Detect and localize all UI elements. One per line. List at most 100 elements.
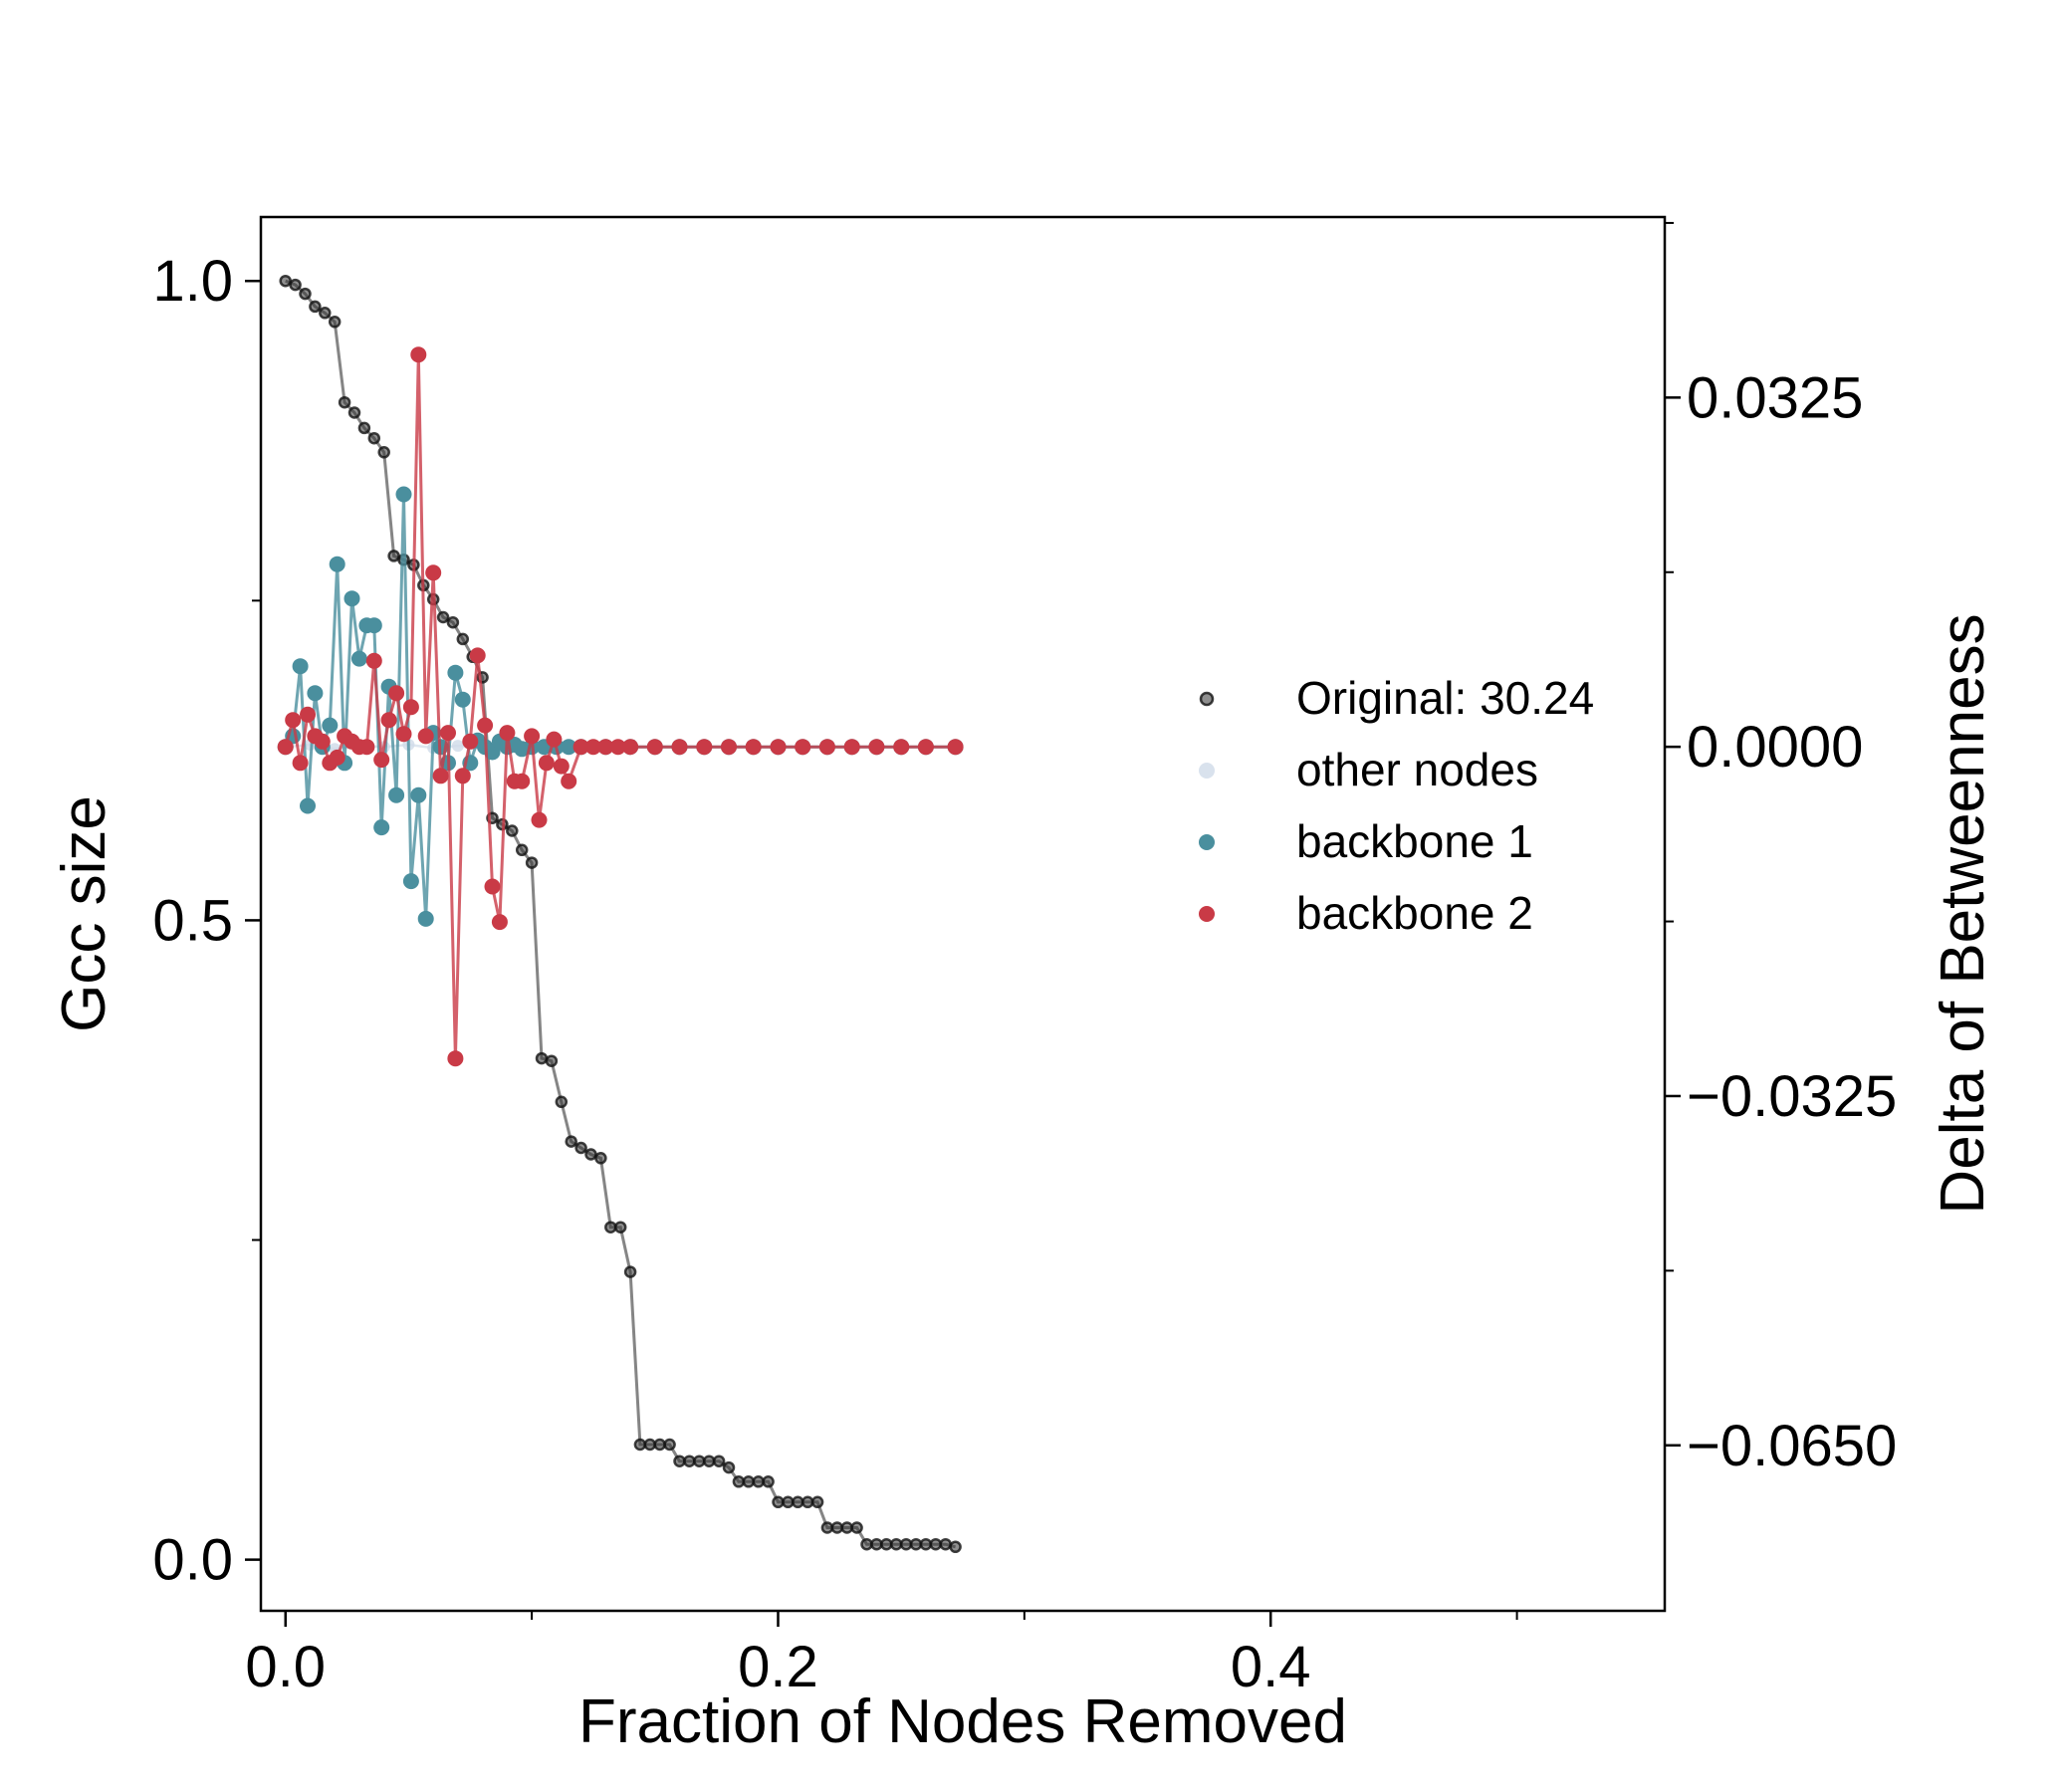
data-point-backbone-2-53 (868, 739, 885, 756)
data-point-original-30-24-37 (643, 1438, 657, 1452)
data-point-original-30-24-54 (810, 1495, 824, 1509)
data-point-original-30-24-61 (880, 1537, 893, 1551)
data-point-original-30-24-66 (929, 1537, 943, 1551)
x-tick-label-1: 0.2 (738, 1635, 818, 1699)
data-point-backbone-2-17 (402, 699, 419, 716)
data-point-backbone-2-28 (484, 878, 501, 895)
data-point-original-30-24-64 (909, 1537, 923, 1551)
data-point-backbone-2-30 (499, 725, 516, 742)
data-point-original-30-24-16 (436, 610, 450, 624)
data-point-backbone-2-5 (314, 733, 331, 750)
data-point-original-30-24-42 (693, 1455, 706, 1467)
data-point-backbone-2-14 (380, 712, 397, 729)
data-point-original-30-24-30 (574, 1141, 587, 1155)
data-point-original-30-24-32 (594, 1152, 607, 1165)
data-point-original-30-24-65 (919, 1537, 933, 1551)
data-point-original-30-24-36 (633, 1438, 647, 1452)
data-point-original-30-24-51 (782, 1495, 795, 1509)
data-point-original-30-24-60 (870, 1537, 883, 1551)
data-point-original-30-24-28 (555, 1095, 569, 1109)
data-point-backbone-2-32 (514, 773, 531, 789)
plot-frame (259, 215, 1667, 1613)
x-tick-label-0: 0.0 (245, 1635, 326, 1699)
data-point-backbone-2-12 (365, 652, 382, 669)
data-point-backbone-2-25 (462, 733, 479, 750)
data-point-backbone-1-3 (300, 797, 316, 814)
series-original-30-24 (279, 274, 962, 1554)
series-backbone-2 (277, 346, 964, 1067)
data-point-backbone-1-19 (417, 910, 434, 927)
data-point-original-30-24-18 (456, 632, 470, 646)
data-point-original-30-24-4 (319, 307, 332, 320)
data-point-original-30-24-26 (535, 1051, 549, 1065)
data-point-original-30-24-0 (279, 274, 292, 288)
data-point-backbone-1-24 (454, 691, 471, 708)
data-point-backbone-2-43 (622, 739, 639, 756)
data-point-original-30-24-34 (613, 1221, 627, 1233)
data-point-original-30-24-35 (623, 1265, 637, 1278)
y2-tick-label-3: −0.0650 (1687, 1414, 1897, 1478)
data-point-backbone-2-13 (373, 752, 390, 769)
data-point-original-30-24-40 (673, 1455, 686, 1467)
legend-label-backbone-2: backbone 2 (1296, 887, 1533, 939)
data-point-original-30-24-39 (663, 1438, 676, 1452)
data-point-backbone-2-22 (440, 725, 456, 742)
data-point-backbone-2-18 (410, 346, 427, 363)
data-point-backbone-2-47 (721, 739, 737, 756)
data-point-backbone-2-42 (609, 739, 626, 756)
data-point-backbone-2-45 (671, 739, 688, 756)
data-point-original-30-24-56 (830, 1521, 844, 1534)
data-point-backbone-1-10 (350, 650, 367, 667)
data-point-backbone-2-2 (292, 755, 309, 772)
data-point-backbone-1-2 (292, 658, 309, 675)
series-line-backbone-1 (284, 494, 956, 919)
data-point-backbone-2-26 (469, 647, 486, 664)
data-point-original-30-24-43 (702, 1455, 716, 1467)
legend-marker-backbone-1 (1199, 834, 1215, 850)
y2-tick-label-0: 0.0325 (1687, 365, 1863, 430)
data-point-backbone-2-44 (646, 739, 663, 756)
data-point-backbone-2-54 (893, 739, 910, 756)
data-point-other-nodes-7 (451, 740, 464, 753)
data-point-backbone-2-38 (561, 773, 577, 789)
data-point-original-30-24-59 (860, 1537, 873, 1551)
y-tick-label-0: 0.0 (152, 1528, 233, 1593)
data-point-original-30-24-47 (742, 1475, 756, 1488)
data-point-backbone-2-40 (584, 739, 601, 756)
data-point-backbone-2-52 (843, 739, 860, 756)
data-point-original-30-24-38 (653, 1438, 666, 1452)
data-point-original-30-24-68 (949, 1540, 962, 1554)
data-point-original-30-24-10 (377, 446, 390, 459)
data-point-original-30-24-67 (939, 1537, 952, 1551)
data-point-backbone-1-7 (329, 556, 345, 572)
data-point-backbone-2-23 (447, 1050, 464, 1067)
y2-axis-label: Delta of Betweenness (1929, 613, 1997, 1214)
data-point-original-30-24-7 (347, 406, 361, 419)
y2-tick-label-1: 0.0000 (1687, 715, 1863, 780)
data-point-backbone-2-46 (696, 739, 713, 756)
plot-area (277, 274, 964, 1554)
data-point-backbone-1-6 (322, 717, 339, 734)
data-point-backbone-1-15 (388, 786, 405, 803)
data-point-backbone-2-7 (329, 749, 345, 766)
data-point-backbone-1-36 (561, 739, 577, 756)
data-point-original-30-24-1 (289, 278, 302, 292)
data-point-backbone-2-49 (770, 739, 787, 756)
data-point-backbone-2-51 (818, 739, 835, 756)
y-tick-label-2: 1.0 (152, 249, 233, 314)
data-point-backbone-1-18 (410, 786, 427, 803)
legend-label-backbone-1: backbone 1 (1296, 815, 1533, 867)
data-point-original-30-24-41 (683, 1455, 696, 1467)
data-point-original-30-24-49 (762, 1475, 775, 1488)
data-point-original-30-24-23 (506, 824, 519, 837)
data-point-original-30-24-58 (850, 1521, 863, 1534)
data-point-backbone-2-41 (597, 739, 614, 756)
data-point-backbone-2-37 (553, 758, 570, 775)
data-point-original-30-24-55 (820, 1521, 834, 1534)
data-point-backbone-2-11 (358, 739, 375, 756)
data-point-original-30-24-48 (752, 1475, 765, 1488)
data-point-backbone-2-3 (300, 706, 316, 723)
y-axis-label: Gcc size (50, 795, 118, 1032)
legend: Original: 30.24 other nodes backbone 1 back… (1199, 672, 1594, 939)
